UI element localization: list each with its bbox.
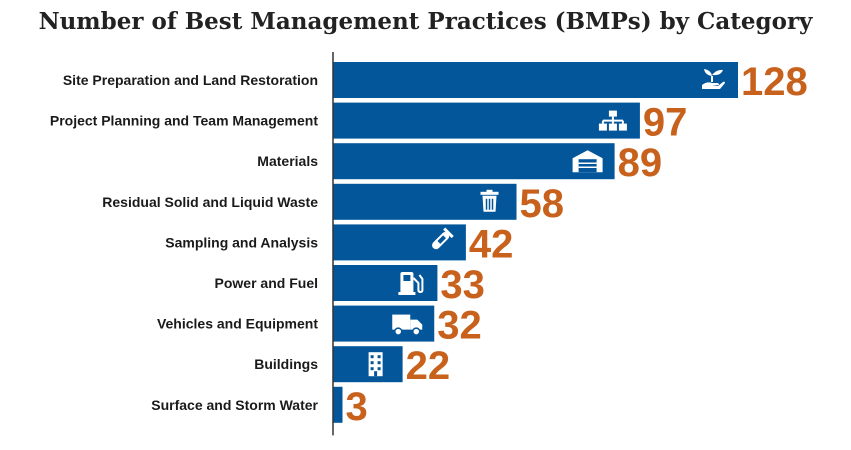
category-label: Site Preparation and Land Restoration bbox=[63, 72, 318, 88]
category-label: Buildings bbox=[254, 356, 318, 372]
category-label: Residual Solid and Liquid Waste bbox=[102, 194, 318, 210]
bar bbox=[333, 62, 738, 98]
value-label: 32 bbox=[437, 304, 482, 348]
value-label: 128 bbox=[741, 60, 808, 104]
value-label: 3 bbox=[345, 385, 367, 429]
bar bbox=[333, 346, 403, 383]
category-label: Vehicles and Equipment bbox=[157, 316, 318, 332]
bar bbox=[333, 386, 343, 423]
value-label: 58 bbox=[520, 182, 565, 226]
category-label: Surface and Storm Water bbox=[151, 397, 318, 413]
value-label: 33 bbox=[440, 263, 485, 307]
value-label: 97 bbox=[643, 101, 688, 145]
chart-title: Number of Best Management Practices (BMP… bbox=[38, 8, 813, 35]
category-label: Power and Fuel bbox=[215, 275, 318, 291]
building-icon bbox=[368, 352, 383, 377]
bar bbox=[333, 143, 615, 180]
category-label: Materials bbox=[257, 153, 318, 169]
bar bbox=[333, 265, 438, 301]
fuel-pump-icon bbox=[397, 271, 424, 296]
value-label: 89 bbox=[618, 141, 663, 185]
value-label: 22 bbox=[406, 344, 451, 388]
category-label: Sampling and Analysis bbox=[165, 234, 318, 250]
value-label: 42 bbox=[469, 222, 514, 266]
category-label: Project Planning and Team Management bbox=[50, 113, 318, 129]
bar bbox=[333, 102, 640, 139]
